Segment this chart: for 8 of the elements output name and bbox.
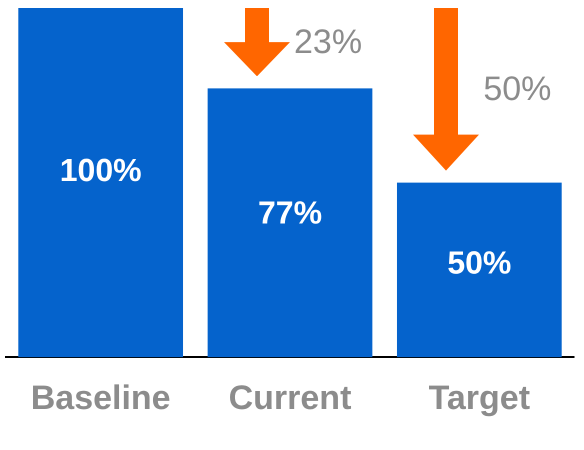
data-label: 77% [258, 194, 322, 231]
x-tick-label: Current [228, 378, 352, 417]
data-label: 50% [447, 244, 512, 280]
annotation: 50% [483, 70, 552, 109]
annotation: 23% [294, 22, 362, 62]
x-tick-label: Baseline [30, 378, 171, 417]
x-tick-label: Target [428, 378, 530, 417]
data-label: 100% [60, 152, 142, 188]
